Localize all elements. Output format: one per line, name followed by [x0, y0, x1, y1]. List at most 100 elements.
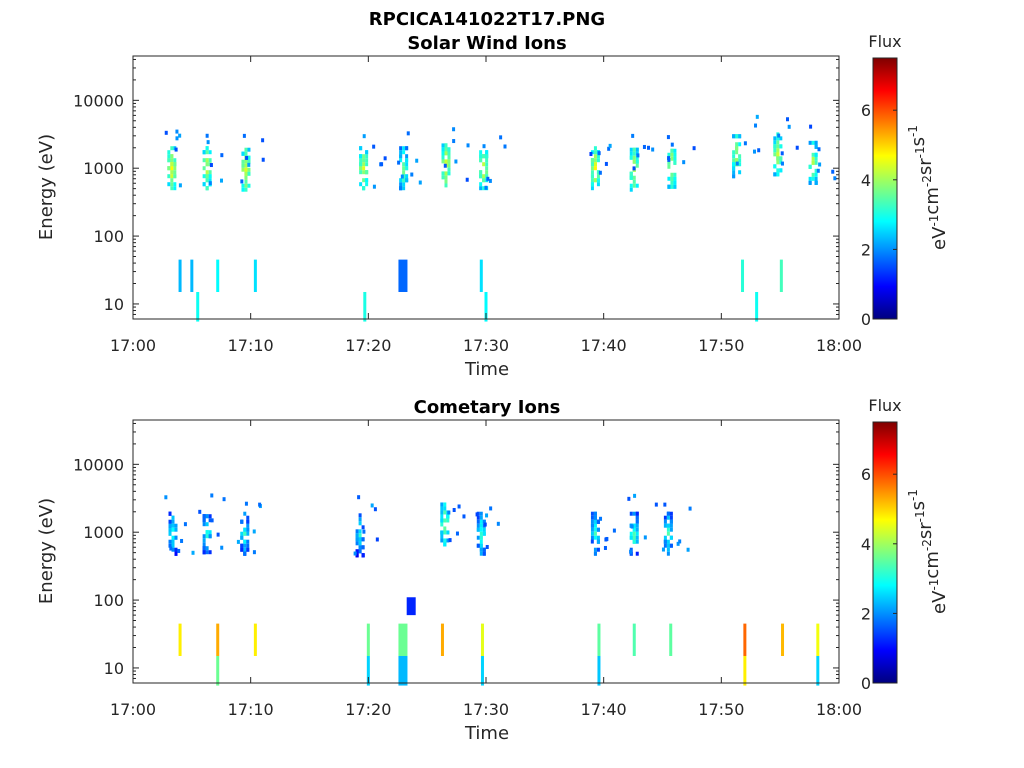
flux-cell — [482, 174, 486, 179]
flux-cell — [361, 553, 365, 558]
flux-cell — [405, 174, 409, 179]
flux-cell — [482, 154, 486, 159]
flux-cell — [670, 184, 674, 189]
flux-cell — [169, 546, 173, 551]
colorbar-tick-label: 6 — [861, 465, 871, 484]
flux-cell — [666, 547, 670, 552]
flux-cell — [362, 529, 366, 534]
flux-cell — [635, 163, 639, 168]
flux-cell — [402, 186, 406, 191]
flux-cell — [732, 162, 736, 167]
flux-cell — [633, 493, 637, 498]
flux-cell — [485, 158, 489, 163]
flux-cell — [402, 178, 406, 183]
flux-cell — [399, 154, 403, 159]
flux-cell — [208, 178, 212, 183]
flux-cell — [244, 187, 248, 192]
flux-bar — [479, 259, 483, 292]
flux-cell — [479, 523, 483, 528]
flux-cell — [482, 162, 486, 167]
flux-cell — [361, 545, 365, 550]
flux-cell — [667, 157, 671, 162]
flux-cell — [590, 182, 594, 187]
flux-cell — [499, 135, 503, 140]
flux-cell — [246, 547, 250, 552]
flux-cell — [205, 534, 209, 539]
flux-cell — [243, 539, 247, 544]
flux-cell — [773, 152, 777, 157]
flux-cell — [209, 163, 213, 168]
flux-cell — [205, 150, 209, 155]
flux-cell — [635, 551, 639, 556]
flux-cell — [666, 527, 670, 532]
flux-cell — [202, 150, 206, 155]
flux-cell — [365, 158, 369, 163]
flux-cell — [441, 159, 445, 164]
plot-frame — [132, 419, 840, 684]
flux-cell — [596, 154, 600, 159]
flux-cell — [443, 518, 447, 523]
flux-cell — [673, 172, 677, 177]
flux-cell — [732, 170, 736, 175]
flux-cell — [170, 162, 174, 167]
flux-bar — [816, 655, 820, 686]
x-tick-label: 17:20 — [345, 700, 391, 719]
flux-cell — [738, 134, 742, 139]
flux-cell — [443, 502, 447, 507]
flux-cell — [811, 156, 815, 161]
flux-cell — [599, 516, 603, 521]
flux-cell — [446, 518, 450, 523]
flux-cell — [476, 535, 480, 540]
flux-cell — [405, 178, 409, 183]
flux-cell — [372, 184, 376, 189]
flux-cell — [590, 166, 594, 171]
flux-cell — [358, 545, 362, 550]
flux-bar — [196, 291, 200, 322]
flux-cell — [168, 543, 172, 548]
flux-cell — [673, 180, 677, 185]
flux-cell — [355, 529, 359, 534]
flux-cell — [773, 144, 777, 149]
flux-cell — [632, 527, 636, 532]
flux-cell — [483, 522, 487, 527]
flux-cell — [173, 170, 177, 175]
flux-cell — [358, 549, 362, 554]
flux-cell — [596, 178, 600, 183]
flux-cell — [808, 180, 812, 185]
flux-cell — [246, 527, 250, 532]
flux-cell — [831, 169, 835, 174]
x-tick-label: 17:00 — [110, 700, 156, 719]
flux-cell — [593, 551, 597, 556]
flux-cell — [244, 147, 248, 152]
flux-cell — [479, 511, 483, 516]
flux-cell — [669, 543, 673, 548]
flux-cell — [205, 186, 209, 191]
flux-cell — [669, 515, 673, 520]
y-tick-label: 100 — [93, 227, 124, 246]
flux-cell — [174, 147, 178, 152]
flux-bar — [440, 623, 444, 656]
flux-cell — [811, 152, 815, 157]
flux-cell — [596, 527, 600, 532]
panel-solar-wind: Solar Wind Ions 10 100 1000 10000 17:00 17:1… — [36, 32, 950, 380]
flux-cell — [243, 547, 247, 552]
flux-cell — [358, 529, 362, 534]
flux-cell — [357, 495, 361, 500]
flux-cell — [593, 523, 597, 528]
flux-cell — [629, 151, 633, 156]
flux-cell — [361, 525, 365, 530]
flux-cell — [355, 537, 359, 542]
flux-cell — [669, 511, 673, 516]
flux-cell — [485, 170, 489, 175]
flux-cell — [402, 182, 406, 187]
x-tick-label: 17:00 — [110, 336, 156, 355]
flux-cell — [208, 530, 212, 535]
flux-cell — [206, 140, 210, 145]
flux-cell — [590, 174, 594, 179]
flux-cell — [667, 164, 671, 169]
flux-cell — [170, 146, 174, 151]
flux-cell — [479, 527, 483, 532]
flux-cell — [629, 183, 633, 188]
flux-cell — [489, 506, 493, 511]
